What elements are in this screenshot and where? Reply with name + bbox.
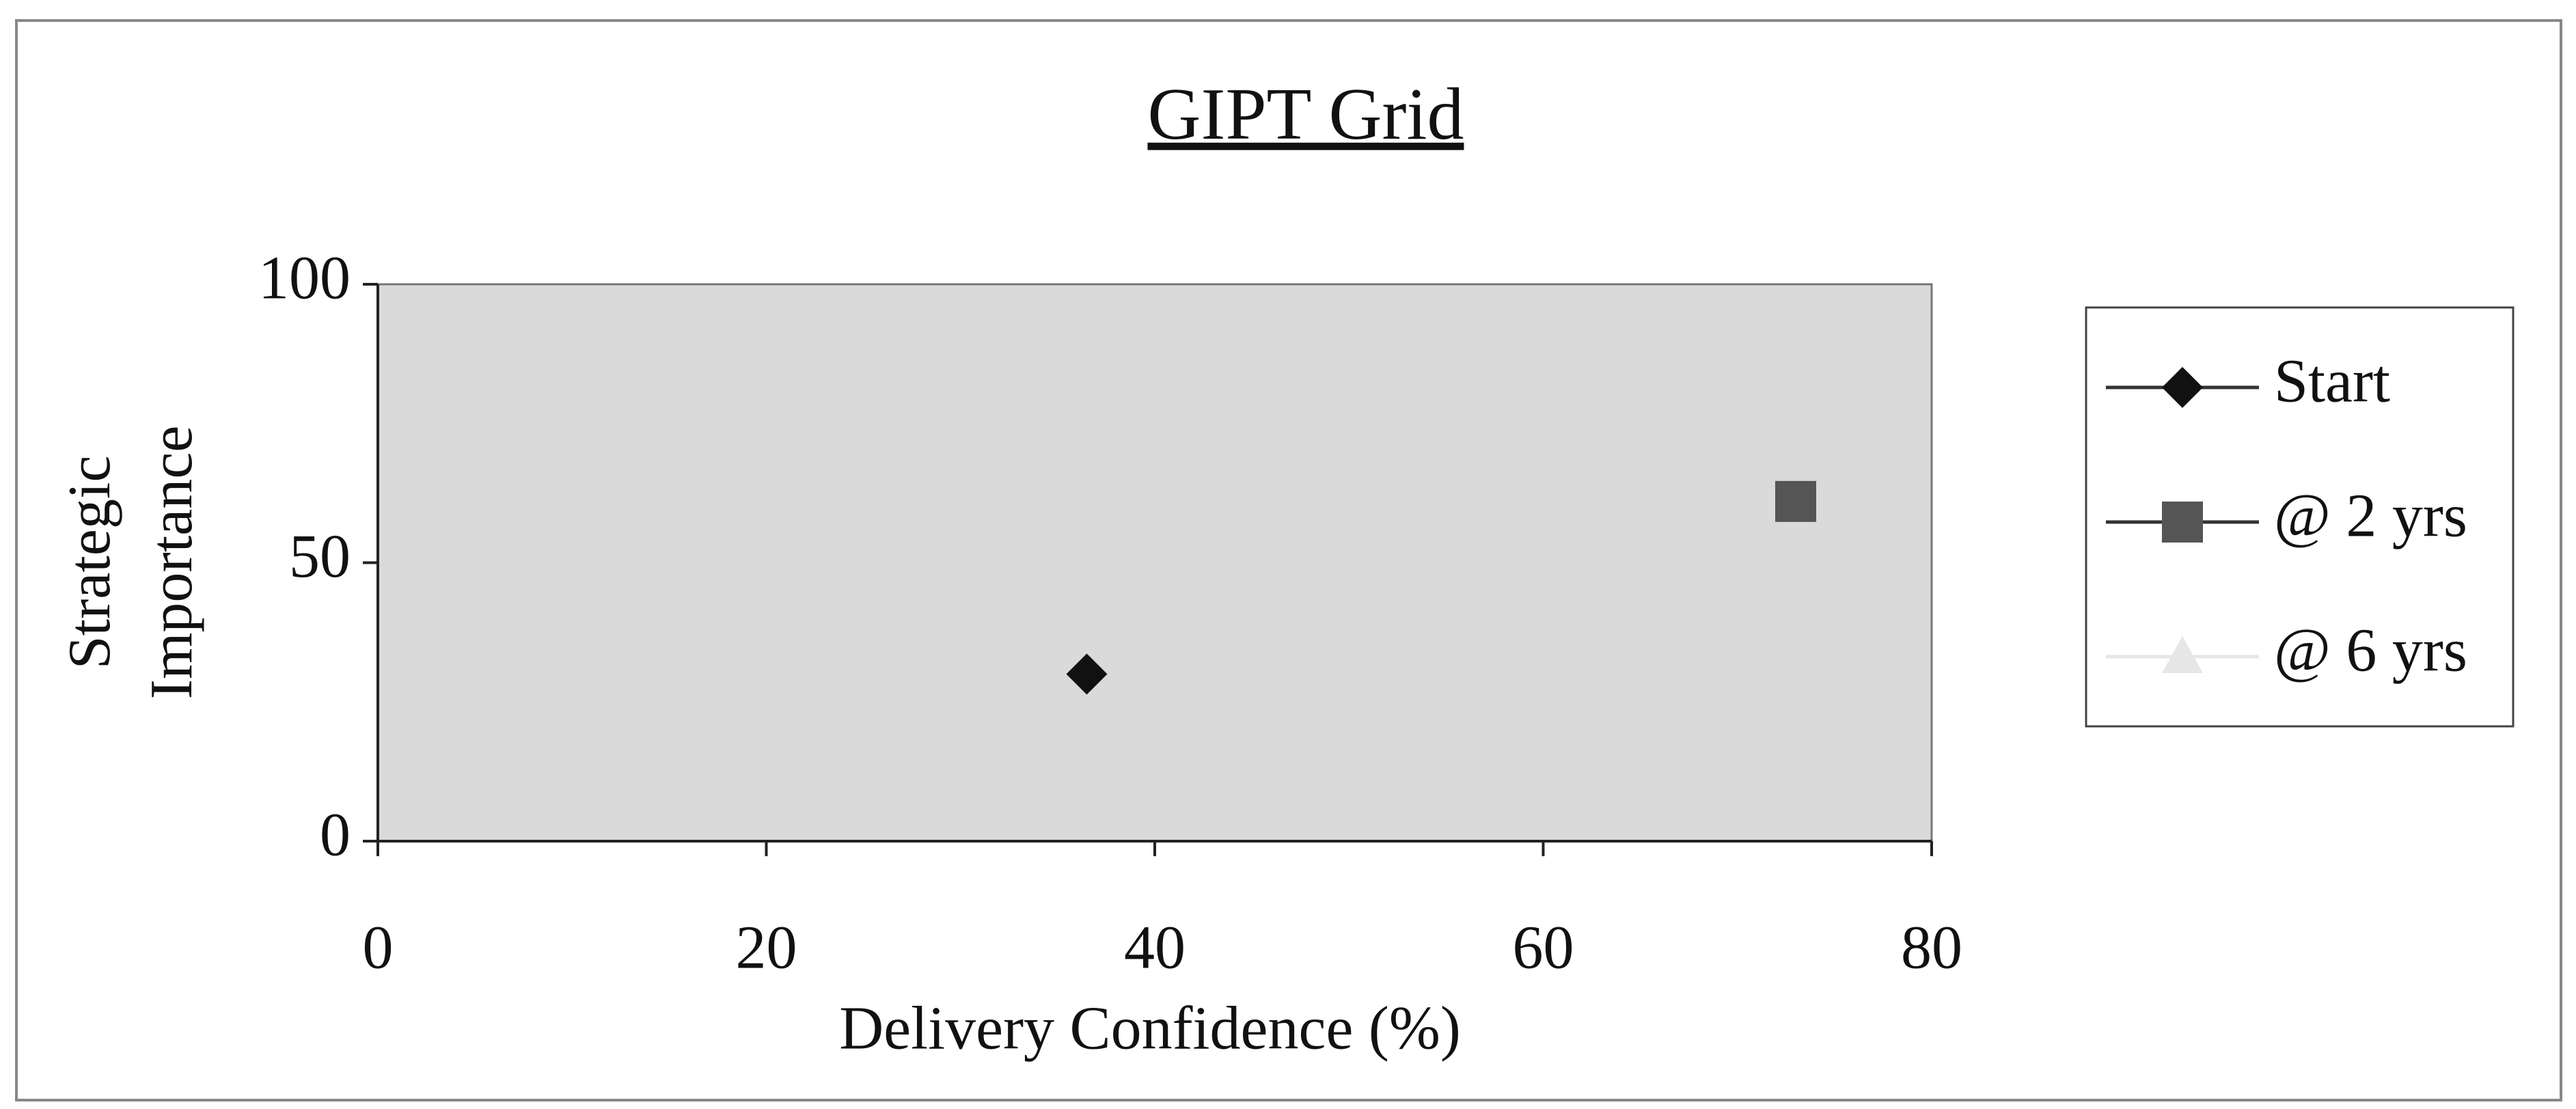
y-axis-label: Strategic Importance [57,425,205,700]
plot-area [376,283,1933,843]
legend-marker [2162,367,2203,408]
x-tick-label: 20 [736,914,797,982]
y-tick-label: 100 [258,245,351,312]
x-tick-label: 40 [1124,914,1186,982]
marker [1066,653,1108,695]
legend-marker [2162,502,2203,543]
marker [1775,480,1817,522]
x-tick-label: 60 [1513,914,1574,982]
x-tick-label: 0 [363,914,394,982]
x-axis-label: Delivery Confidence (%) [839,995,1461,1063]
chart-title: GIPT Grid [1147,74,1464,155]
legend-label: @ 6 yrs [2274,617,2467,685]
legend-label: Start [2274,348,2390,415]
legend-label: @ 2 yrs [2274,482,2467,550]
y-tick-label: 50 [289,523,351,590]
y-tick-label: 0 [320,802,351,869]
legend-marker [2162,636,2203,673]
x-tick-label: 80 [1901,914,1962,982]
